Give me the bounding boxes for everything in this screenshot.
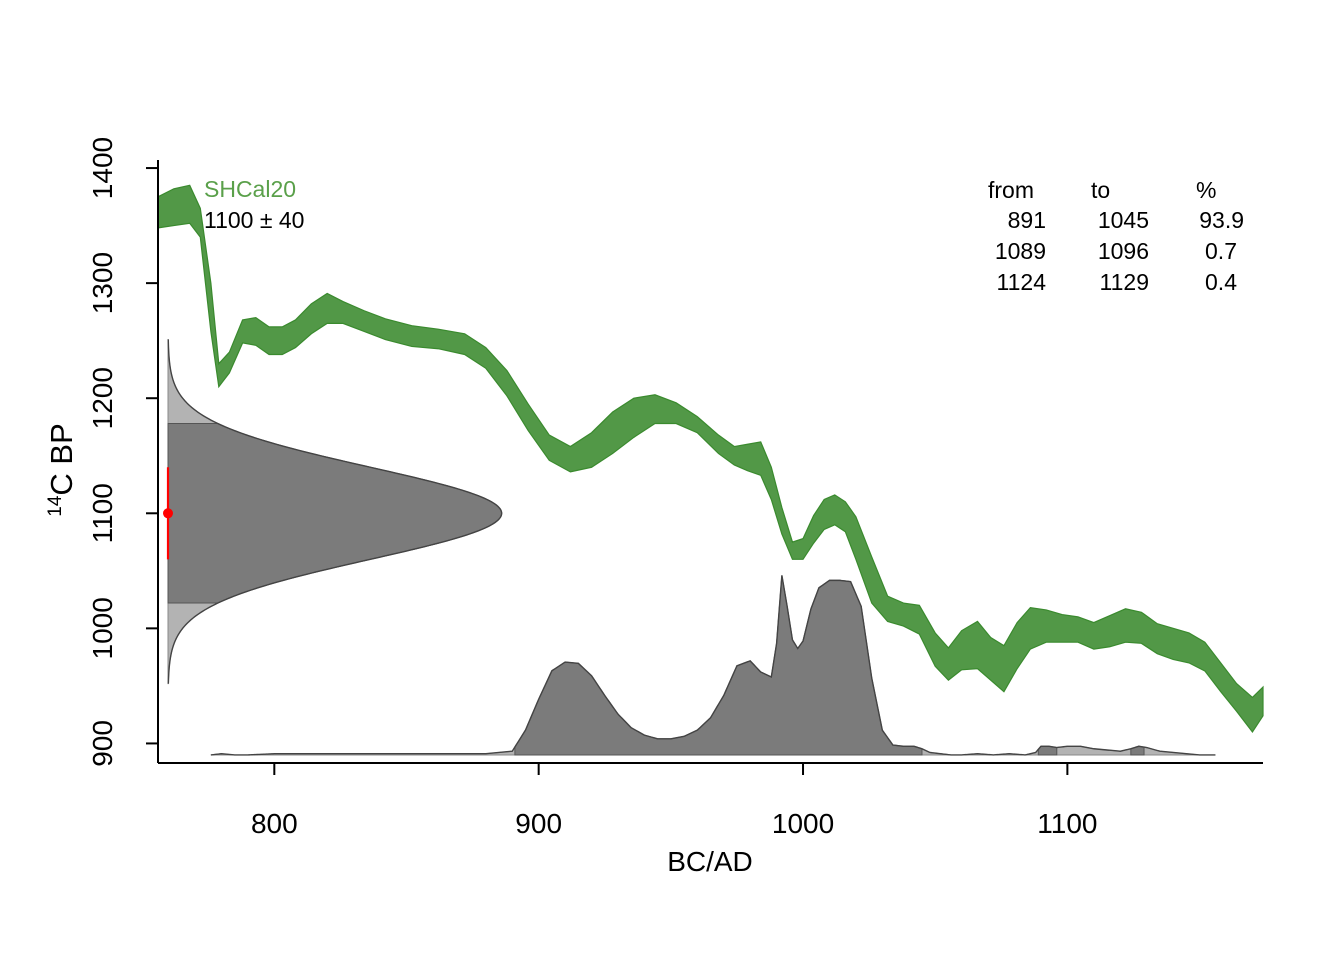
calibrated-density-hpd-1 <box>514 575 923 756</box>
calibration-curve-band <box>157 184 1264 733</box>
y-axis-label: 14C BP <box>44 423 79 517</box>
table-cell-to: 1129 <box>1100 269 1149 295</box>
calibration-curve-band-shape <box>157 184 1264 733</box>
x-tick-label: 900 <box>515 808 562 839</box>
table-cell-percent: 0.7 <box>1205 238 1237 264</box>
measurement-label: 1100 ± 40 <box>204 207 304 233</box>
table-cell-from: 1089 <box>995 238 1046 264</box>
y-axis-label-main: C BP <box>44 423 79 495</box>
x-tick-label: 800 <box>251 808 298 839</box>
table-cell-percent: 0.4 <box>1205 269 1237 295</box>
radiocarbon-age-density <box>167 339 503 685</box>
radiocarbon-density-outline <box>167 339 503 684</box>
table-header-percent: % <box>1196 177 1216 203</box>
table-cell-to: 1045 <box>1098 207 1149 233</box>
y-tick-label: 1000 <box>87 597 118 659</box>
calibrated-density-outline <box>210 575 1216 756</box>
axes: 800 900 1000 1100 900 1000 1100 1200 1300 1400 <box>87 137 1263 839</box>
measurement-marker <box>163 467 173 560</box>
y-tick-label: 1400 <box>87 137 118 199</box>
table-cell-percent: 93.9 <box>1199 207 1244 233</box>
calibrated-density <box>210 575 1216 756</box>
ranges-table: from to % 891 1045 93.9 1089 1096 0.7 11… <box>988 177 1244 295</box>
radiocarbon-density-hpd <box>167 423 503 604</box>
x-tick-label: 1100 <box>1037 808 1097 839</box>
table-cell-from: 1124 <box>997 269 1047 295</box>
y-tick-label: 1100 <box>87 483 118 543</box>
y-tick-label: 1300 <box>87 252 118 314</box>
y-tick-label: 1200 <box>87 367 118 429</box>
x-tick-label: 1000 <box>772 808 834 839</box>
table-cell-to: 1096 <box>1098 238 1149 264</box>
y-axis-label-superscript: 14 <box>45 495 66 517</box>
table-header-to: to <box>1091 177 1110 203</box>
table-header-from: from <box>988 177 1034 203</box>
table-cell-from: 891 <box>1008 207 1046 233</box>
x-axis-label: BC/AD <box>667 846 753 877</box>
curve-name-label: SHCal20 <box>204 176 296 202</box>
y-tick-label: 900 <box>87 720 118 767</box>
measurement-point <box>163 508 173 519</box>
